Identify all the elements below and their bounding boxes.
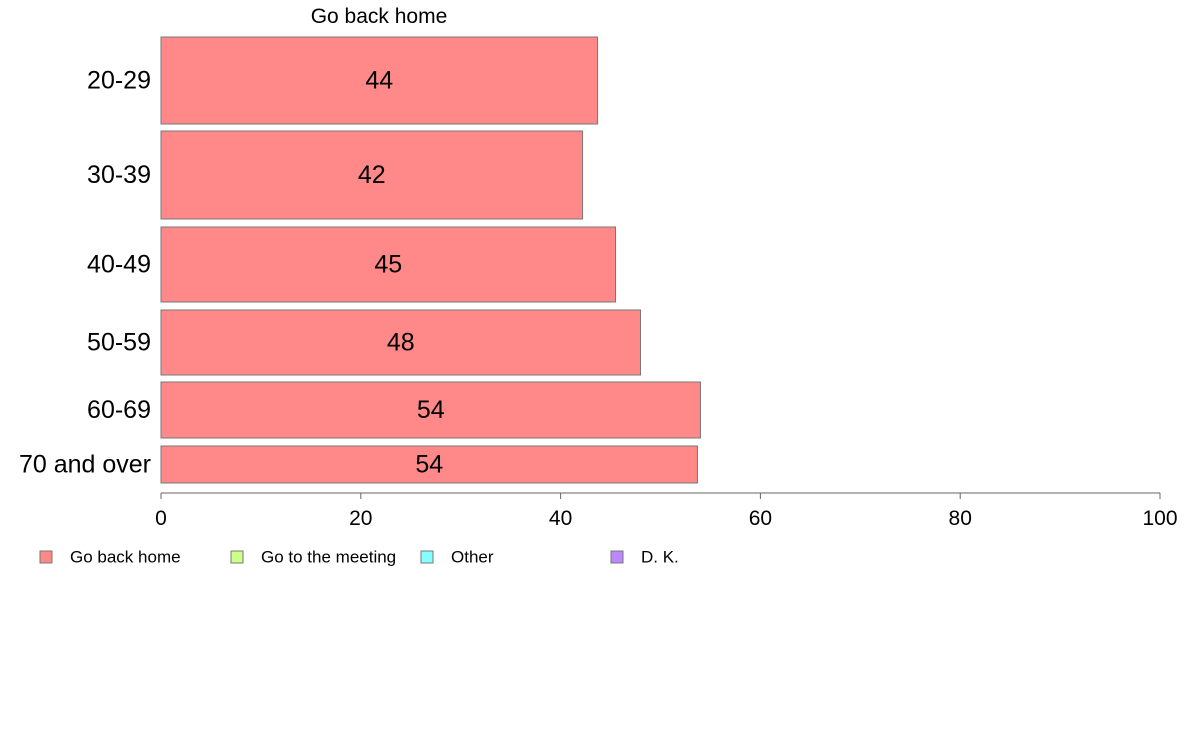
x-tick-label: 80 <box>949 507 972 530</box>
category-label: 60-69 <box>87 396 151 424</box>
bar-value-label: 45 <box>374 251 402 279</box>
legend-label: D. K. <box>641 548 679 567</box>
category-label: 70 and over <box>19 451 151 479</box>
category-label: 20-29 <box>87 67 151 95</box>
x-tick-label: 0 <box>155 507 167 530</box>
bar-value-label: 54 <box>415 451 443 479</box>
bar-value-label: 54 <box>417 396 445 424</box>
bar-chart: Go back home 44 20-29 42 30-39 45 40-49 48 50-5… <box>19 5 1178 567</box>
bar <box>160 309 642 376</box>
x-tick-label: 60 <box>749 507 772 530</box>
bar-value-label: 44 <box>365 67 393 95</box>
legend-label: Go to the meeting <box>261 548 396 567</box>
legend-label: Go back home <box>70 548 181 567</box>
legend-label: Other <box>451 548 494 567</box>
x-tick-label: 100 <box>1142 507 1177 530</box>
bar <box>160 226 617 303</box>
legend-swatch <box>420 550 434 564</box>
legend-swatch <box>610 550 624 564</box>
legend-swatch <box>230 550 244 564</box>
category-label: 30-39 <box>87 161 151 189</box>
bar <box>160 36 599 125</box>
category-label: 50-59 <box>87 329 151 357</box>
legend-swatch <box>39 550 53 564</box>
bar <box>160 381 701 439</box>
chart-title: Go back home <box>311 5 448 28</box>
bar <box>160 130 584 220</box>
x-tick-label: 20 <box>349 507 372 530</box>
bar-value-label: 48 <box>387 329 415 357</box>
x-tick-label: 40 <box>549 507 572 530</box>
bar-value-label: 42 <box>358 161 386 189</box>
bar <box>160 445 698 484</box>
category-label: 40-49 <box>87 251 151 279</box>
